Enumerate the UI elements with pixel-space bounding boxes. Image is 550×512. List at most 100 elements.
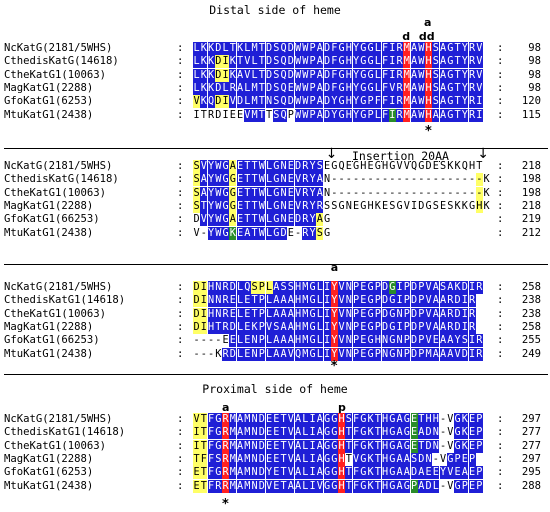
residue: H [338, 479, 346, 493]
residue: K [374, 199, 382, 213]
residue: P [403, 294, 411, 308]
residue: A [287, 334, 295, 348]
residue: W [258, 199, 266, 213]
residue: L [265, 160, 273, 173]
residue: D [258, 452, 266, 466]
sequence-name: CtheKatG1(10063) [4, 439, 107, 452]
residue: L [301, 439, 309, 453]
residue: F [207, 479, 215, 493]
residue: H [294, 334, 302, 348]
sequence-name: NcKatG(2181/5WHS) [4, 42, 113, 54]
residue: L [301, 426, 309, 440]
residue: A [439, 320, 447, 334]
residue: M [403, 68, 411, 82]
residue-annotation: a [330, 261, 339, 274]
residue: - [359, 186, 367, 200]
residue: V [193, 226, 201, 240]
residue: S [280, 281, 288, 294]
residue: A [432, 108, 440, 122]
residue: I [193, 108, 201, 122]
residue: K [251, 320, 259, 334]
residue: V [243, 55, 251, 69]
residue: T [280, 452, 288, 466]
alignment-row: NcKatG(2181/5WHS): L K K D L T K L M T D S Q D W W P A D F G H… [0, 42, 550, 55]
residue: D [214, 108, 222, 122]
residue: I [309, 479, 317, 493]
residue: W [294, 108, 302, 122]
residue: G [214, 426, 222, 440]
residue: E [432, 334, 440, 348]
residue: D [425, 439, 433, 453]
residue: - [352, 186, 360, 200]
residue: E [359, 334, 367, 348]
residue: H [345, 42, 353, 55]
residue: G [388, 413, 396, 426]
residue: L [236, 307, 244, 321]
residue: K [214, 347, 222, 361]
residue: G [454, 413, 462, 426]
residue: V [287, 452, 295, 466]
residue: - [396, 173, 404, 187]
residue: V [243, 68, 251, 82]
sequence-name: CthedisKatG(14618) [4, 173, 119, 186]
residue: I [461, 294, 469, 308]
residue: G [272, 213, 280, 227]
residue: S [193, 173, 201, 187]
residue: V [475, 55, 483, 69]
residue: P [258, 334, 266, 348]
residue: W [258, 226, 266, 240]
residue: T [258, 108, 266, 122]
residue: A [432, 347, 440, 361]
residue: T [251, 173, 259, 187]
residue: V [352, 452, 360, 466]
residue: H [381, 479, 389, 493]
residue: T [200, 466, 208, 480]
residue: V [439, 452, 447, 466]
sequence-name: MagKatG1(2288) [4, 452, 94, 465]
residue: T [258, 42, 266, 55]
residue: G [388, 160, 396, 173]
residue: D [417, 199, 425, 213]
residue: T [193, 452, 201, 466]
residue: - [461, 173, 469, 187]
residue: G [468, 199, 476, 213]
separator-colon: : [177, 68, 184, 81]
residue: G [338, 55, 346, 69]
residue: L [374, 42, 382, 55]
residue: A [410, 55, 418, 69]
residue: I [323, 294, 331, 308]
residue: M [403, 95, 411, 109]
alignment-row: GfoKatG1(66253): - - - - E E L E N P L A A A H M G L I Y V N P E… [0, 334, 550, 348]
residue: F [330, 68, 338, 82]
residue: T [251, 213, 259, 227]
residue: P [417, 307, 425, 321]
residue: G [229, 173, 237, 187]
residue: H [294, 294, 302, 308]
residue: A [236, 452, 244, 466]
residue: F [330, 42, 338, 55]
sequence-name: MagKatG1(2288) [4, 199, 94, 212]
residue: - [475, 186, 483, 200]
separator-colon: : [177, 173, 184, 186]
residue: A [236, 439, 244, 453]
residue: W [301, 95, 309, 109]
end-colon: : [497, 281, 504, 293]
residue: D [265, 55, 273, 69]
residue: E [236, 173, 244, 187]
residue: T [251, 199, 259, 213]
residue: S [287, 281, 295, 294]
residue: Y [461, 81, 469, 95]
residue: L [374, 108, 382, 122]
residue: E [287, 226, 295, 240]
residue: G [309, 281, 317, 294]
residue: Q [410, 160, 418, 173]
residue: L [265, 307, 273, 321]
residue: A [316, 466, 324, 480]
residue: N [251, 334, 259, 348]
residue: A [280, 294, 288, 308]
residue-number: 198 [521, 173, 541, 186]
residue: T [200, 413, 208, 426]
residue: L [193, 81, 201, 95]
residue: D [280, 226, 288, 240]
residue: G [272, 160, 280, 173]
